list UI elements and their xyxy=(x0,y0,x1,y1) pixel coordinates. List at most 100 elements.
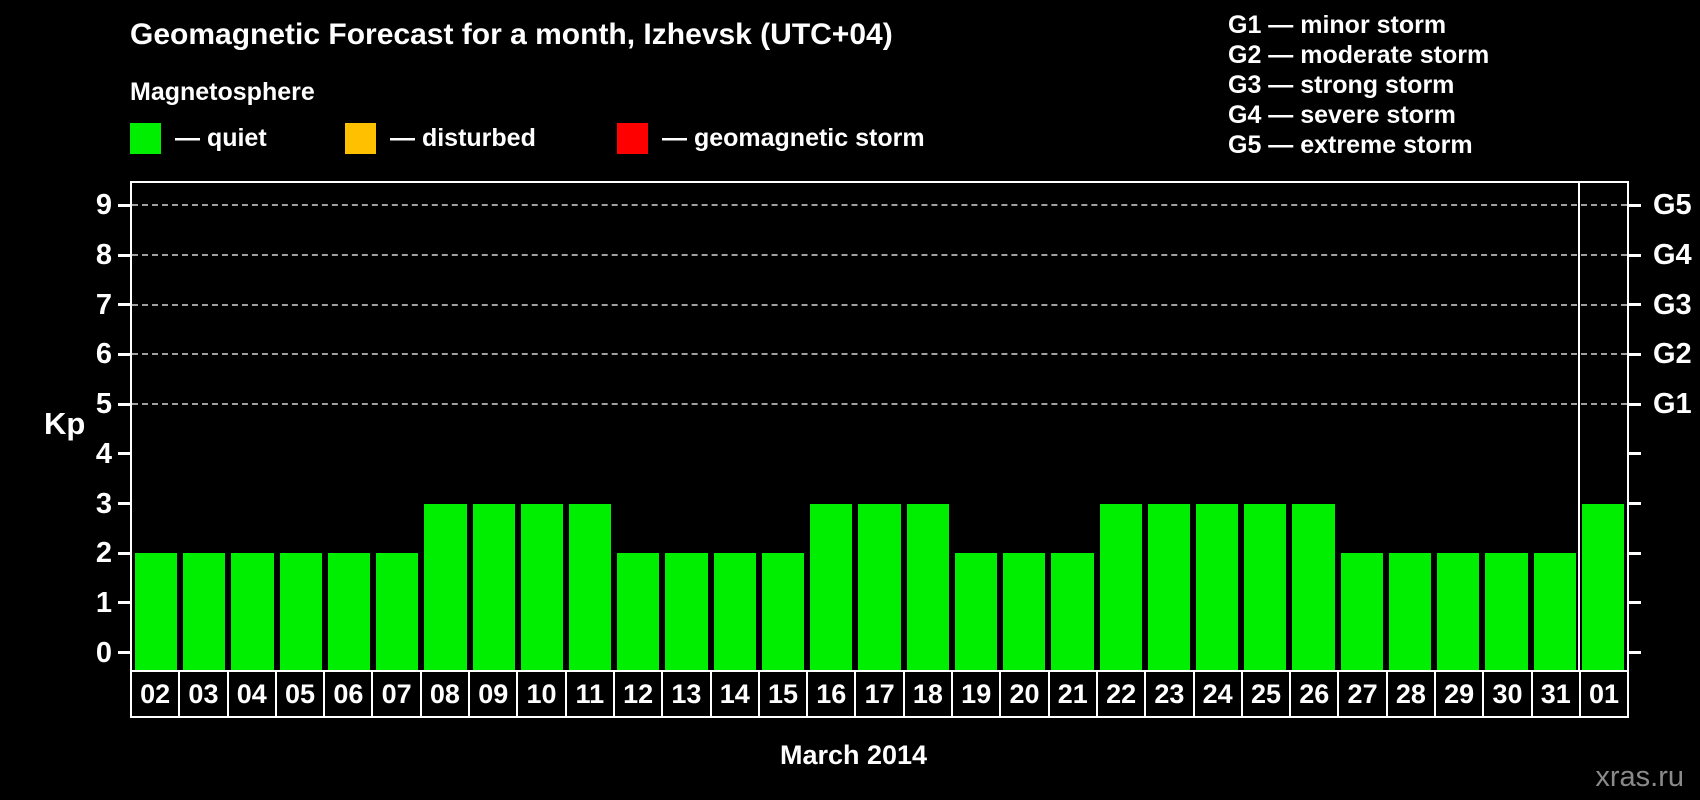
right-axis-tick xyxy=(1629,352,1641,356)
right-axis-tick xyxy=(1629,601,1641,605)
x-axis-day-label: 27 xyxy=(1337,672,1385,716)
kp-bar xyxy=(520,503,564,670)
kp-bar xyxy=(954,553,998,670)
kp-bar xyxy=(665,553,708,670)
g5-legend-line: G5 — extreme storm xyxy=(1228,131,1473,159)
kp-bar xyxy=(183,553,226,670)
y-axis-tick xyxy=(118,551,130,555)
kp-bar xyxy=(569,503,612,670)
y-axis-tick-label: 2 xyxy=(95,537,112,570)
legend-item-disturbed: — disturbed xyxy=(345,122,536,154)
y-axis-title: Kp xyxy=(44,406,86,441)
right-axis-tick xyxy=(1629,452,1641,456)
g-level-label: G2 xyxy=(1653,338,1692,371)
x-axis-day-label: 10 xyxy=(516,672,564,716)
y-axis-tick-label: 9 xyxy=(95,189,112,222)
x-axis-day-label: 30 xyxy=(1482,672,1530,716)
kp-bar xyxy=(617,553,660,670)
kp-bar xyxy=(1244,503,1287,670)
kp-bar xyxy=(761,553,805,670)
y-axis-tick xyxy=(118,452,130,456)
x-axis-day-label: 15 xyxy=(757,672,806,716)
y-axis-tick-label: 0 xyxy=(95,636,112,669)
x-axis-day-label: 03 xyxy=(178,672,226,716)
kp-bar xyxy=(1147,503,1190,670)
x-axis-day-label: 24 xyxy=(1192,672,1241,716)
kp-bar xyxy=(810,503,853,670)
kp-bar xyxy=(1340,553,1383,670)
quiet-color-swatch xyxy=(130,122,161,154)
y-axis-tick-label: 5 xyxy=(95,388,112,421)
gridline xyxy=(132,303,1627,306)
x-axis-day-label: 14 xyxy=(709,672,758,716)
gridline xyxy=(132,403,1627,406)
y-axis-tick xyxy=(118,502,130,506)
x-axis-day-label: 18 xyxy=(902,672,951,716)
right-axis-tick xyxy=(1629,203,1641,207)
legend-label-disturbed: — disturbed xyxy=(390,123,536,152)
kp-bar xyxy=(279,553,322,670)
right-axis-tick xyxy=(1629,502,1641,506)
x-axis-day-label: 02 xyxy=(140,678,171,709)
x-axis-day-label: 22 xyxy=(1095,672,1144,716)
legend-item-quiet: — quiet xyxy=(130,122,267,154)
x-axis-day-label: 17 xyxy=(854,672,902,716)
x-axis-day-label: 28 xyxy=(1385,672,1434,716)
x-axis-day-label: 07 xyxy=(371,672,419,716)
x-axis-day-label: 29 xyxy=(1434,672,1482,716)
g2-legend-line: G2 — moderate storm xyxy=(1228,41,1490,69)
kp-bar xyxy=(1533,553,1576,670)
y-axis-tick xyxy=(118,402,130,406)
x-axis-day-label: 01 xyxy=(1578,672,1627,716)
chart-title: Geomagnetic Forecast for a month, Izhevs… xyxy=(130,18,893,51)
x-axis-day-label: 11 xyxy=(564,672,613,716)
kp-bar xyxy=(1003,553,1046,670)
chart-plot-area: 0 1 2 3 4 5 6 7 8 9 G1 G2 G3 G4 G5 xyxy=(96,181,1692,672)
g3-legend-line: G3 — strong storm xyxy=(1228,71,1455,99)
g1-legend-line: G1 — minor storm xyxy=(1228,11,1447,39)
y-axis-tick-label: 1 xyxy=(95,586,112,619)
kp-bar xyxy=(858,503,901,670)
kp-bar xyxy=(1292,503,1335,670)
x-axis-day-label: 08 xyxy=(419,672,468,716)
x-axis-day-label: 23 xyxy=(1144,672,1192,716)
gridline xyxy=(132,353,1627,356)
right-axis-tick xyxy=(1629,253,1641,257)
kp-bar xyxy=(1195,503,1239,670)
watermark: xras.ru xyxy=(1595,761,1684,793)
kp-bar xyxy=(231,553,274,670)
x-axis-day-label: 09 xyxy=(468,672,516,716)
x-axis-day-label: 06 xyxy=(323,672,371,716)
kp-bar xyxy=(376,553,419,670)
y-axis-tick-label: 4 xyxy=(95,437,112,470)
legend-label-quiet: — quiet xyxy=(175,123,267,152)
x-axis-day-label: 16 xyxy=(806,672,854,716)
y-axis-tick xyxy=(118,303,130,307)
disturbed-color-swatch xyxy=(345,122,376,154)
kp-bar xyxy=(327,553,371,670)
g-level-label: G4 xyxy=(1653,239,1692,272)
magnetosphere-label: Magnetosphere xyxy=(130,78,315,106)
y-axis-tick xyxy=(118,651,130,655)
kp-bar xyxy=(1388,553,1432,670)
g-level-label: G3 xyxy=(1653,288,1692,321)
right-axis-tick xyxy=(1629,303,1641,307)
x-axis-day-label: 13 xyxy=(661,672,709,716)
y-axis-tick-label: 3 xyxy=(95,487,112,520)
x-axis-title: March 2014 xyxy=(779,740,928,770)
y-axis-tick-label: 8 xyxy=(95,239,112,272)
g-scale-legend: G1 — minor storm G2 — moderate storm G3 … xyxy=(1228,10,1489,160)
y-axis-tick-label: 7 xyxy=(95,288,112,321)
month-separator-line xyxy=(1577,183,1580,670)
y-axis-tick xyxy=(118,203,130,207)
gridline xyxy=(132,254,1627,257)
y-axis-tick xyxy=(118,253,130,257)
kp-bar xyxy=(1581,503,1624,670)
x-axis-day-label: 20 xyxy=(999,672,1047,716)
g-level-label: G5 xyxy=(1653,189,1692,222)
kp-bar xyxy=(424,503,467,670)
right-axis-tick xyxy=(1629,651,1641,655)
right-axis-tick xyxy=(1629,402,1641,406)
kp-bar xyxy=(472,503,515,670)
